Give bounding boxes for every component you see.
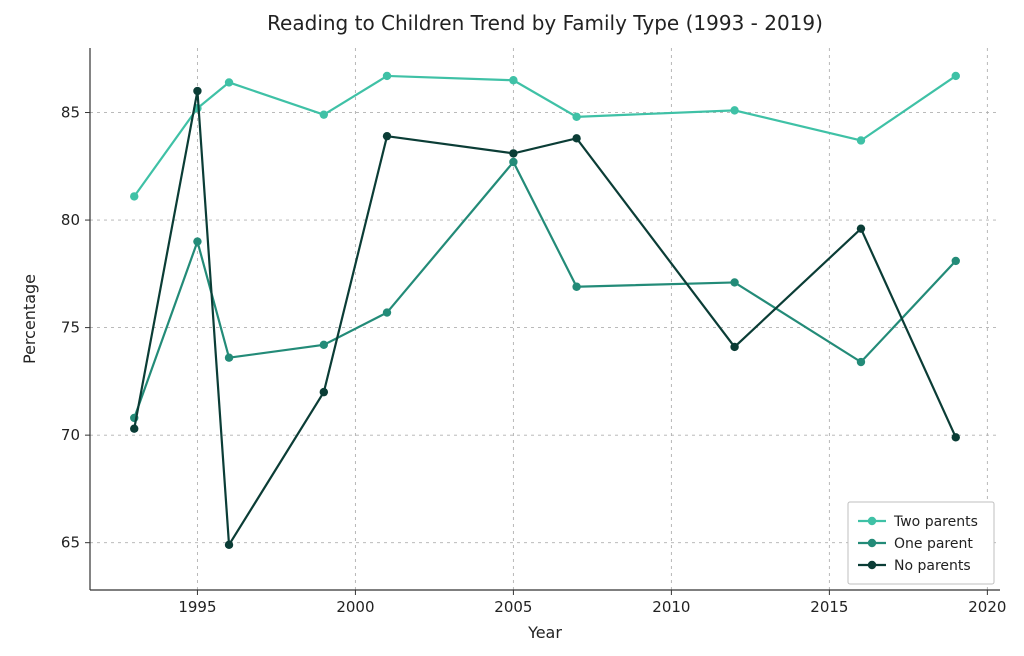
series-marker [383, 72, 391, 80]
series-marker [193, 87, 201, 95]
series-marker [509, 158, 517, 166]
line-chart-svg: 1995 2000 2005 2010 2015 2020 65 70 75 80 85 Year Pe… [0, 0, 1024, 656]
series-marker [193, 237, 201, 245]
y-tick-label: 85 [61, 104, 80, 122]
series-marker [857, 358, 865, 366]
series-marker [225, 541, 233, 549]
series-marker [509, 149, 517, 157]
series-marker [572, 113, 580, 121]
x-tick-label: 2015 [810, 598, 848, 616]
y-tick-label: 75 [61, 319, 80, 337]
series-marker [320, 341, 328, 349]
series-marker [225, 354, 233, 362]
series-marker [730, 343, 738, 351]
x-axis-label: Year [527, 623, 562, 642]
legend-label: One parent [894, 536, 973, 552]
x-tick-label: 1995 [178, 598, 216, 616]
series-marker [225, 78, 233, 86]
x-tick-label: 2000 [336, 598, 374, 616]
series-marker [730, 106, 738, 114]
series-marker [857, 224, 865, 232]
y-tick-label: 65 [61, 534, 80, 552]
series-marker [320, 110, 328, 118]
x-tick-label: 2020 [968, 598, 1006, 616]
series-marker [730, 278, 738, 286]
series-marker [383, 132, 391, 140]
legend-marker [868, 539, 876, 547]
series-marker [320, 388, 328, 396]
chart-container: 1995 2000 2005 2010 2015 2020 65 70 75 80 85 Year Pe… [0, 0, 1024, 656]
series-marker [130, 192, 138, 200]
series-marker [952, 72, 960, 80]
legend: Two parents One parent No parents [848, 502, 994, 584]
series-marker [952, 433, 960, 441]
series-marker [130, 424, 138, 432]
legend-marker [868, 561, 876, 569]
x-tick-label: 2010 [652, 598, 690, 616]
chart-title: Reading to Children Trend by Family Type… [267, 11, 823, 35]
series-marker [952, 257, 960, 265]
series-marker [509, 76, 517, 84]
series-marker [383, 308, 391, 316]
y-tick-label: 80 [61, 211, 80, 229]
series-marker [572, 134, 580, 142]
legend-label: Two parents [893, 514, 978, 530]
legend-marker [868, 517, 876, 525]
y-axis-label: Percentage [20, 274, 39, 364]
series-marker [572, 283, 580, 291]
x-tick-label: 2005 [494, 598, 532, 616]
y-tick-label: 70 [61, 426, 80, 444]
series-marker [857, 136, 865, 144]
legend-label: No parents [894, 558, 971, 574]
